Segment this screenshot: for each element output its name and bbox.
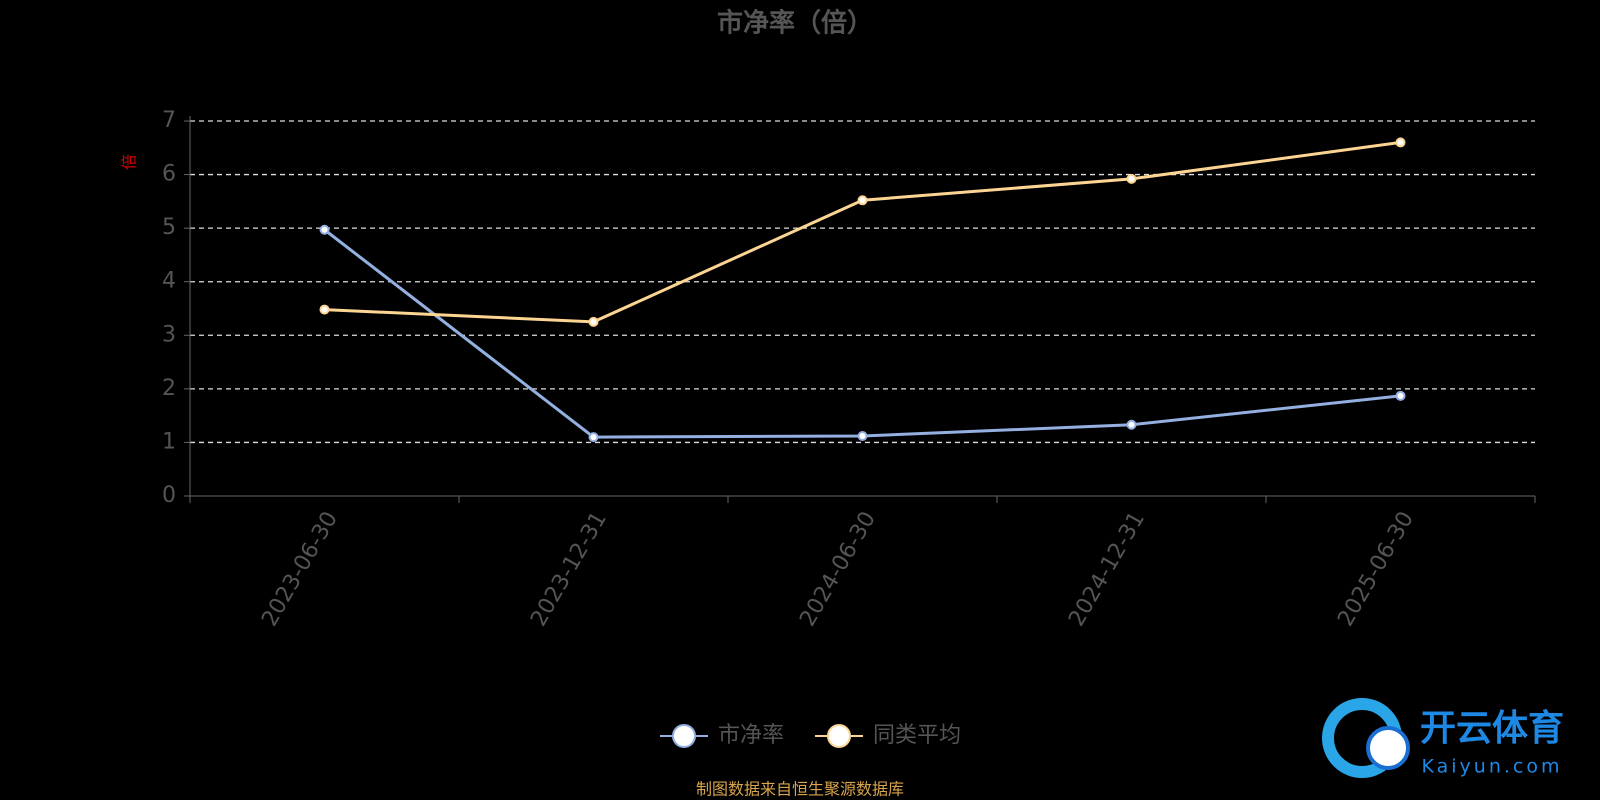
data-point [857, 195, 868, 206]
y-tick-label: 0 [162, 483, 176, 508]
y-tick-label: 5 [162, 215, 176, 240]
source-note: 制图数据来自恒生聚源数据库 [696, 780, 904, 799]
x-tick-label: 2024-06-30 [795, 508, 881, 631]
data-point [1126, 173, 1137, 184]
legend-label: 同类平均 [873, 723, 961, 748]
logo-ball [1366, 726, 1410, 770]
y-tick-label: 4 [162, 269, 176, 294]
brand: 开云体育 [1420, 708, 1564, 749]
data-point [1395, 390, 1406, 401]
y-tick-label: 7 [162, 108, 176, 133]
chart-title: 市净率（倍） [717, 8, 873, 39]
y-axis-label: 倍 [120, 154, 139, 170]
data-point [588, 432, 599, 443]
legend-marker [672, 724, 696, 748]
x-tick-label: 2023-06-30 [257, 508, 343, 631]
series-line [324, 140, 1401, 324]
x-tick-label: 2024-12-31 [1064, 508, 1150, 631]
y-tick-label: 1 [162, 429, 176, 454]
x-tick-label: 2025-06-30 [1333, 508, 1419, 631]
legend-label: 市净率 [718, 723, 784, 748]
watermark: 开云体育 Kaiyun.com [1322, 698, 1564, 778]
y-tick-label: 2 [162, 376, 176, 401]
x-tick-label: 2023-12-31 [526, 508, 612, 631]
y-tick-label: 3 [162, 322, 176, 347]
data-point [1126, 419, 1137, 430]
data-point [1395, 137, 1406, 148]
series-line [323, 228, 1401, 439]
data-point [319, 304, 330, 315]
data-point [588, 316, 599, 327]
site: Kaiyun.com [1422, 756, 1563, 778]
legend-marker [827, 724, 851, 748]
data-point [857, 431, 868, 441]
y-tick-label: 6 [162, 162, 176, 187]
data-point [319, 224, 330, 235]
